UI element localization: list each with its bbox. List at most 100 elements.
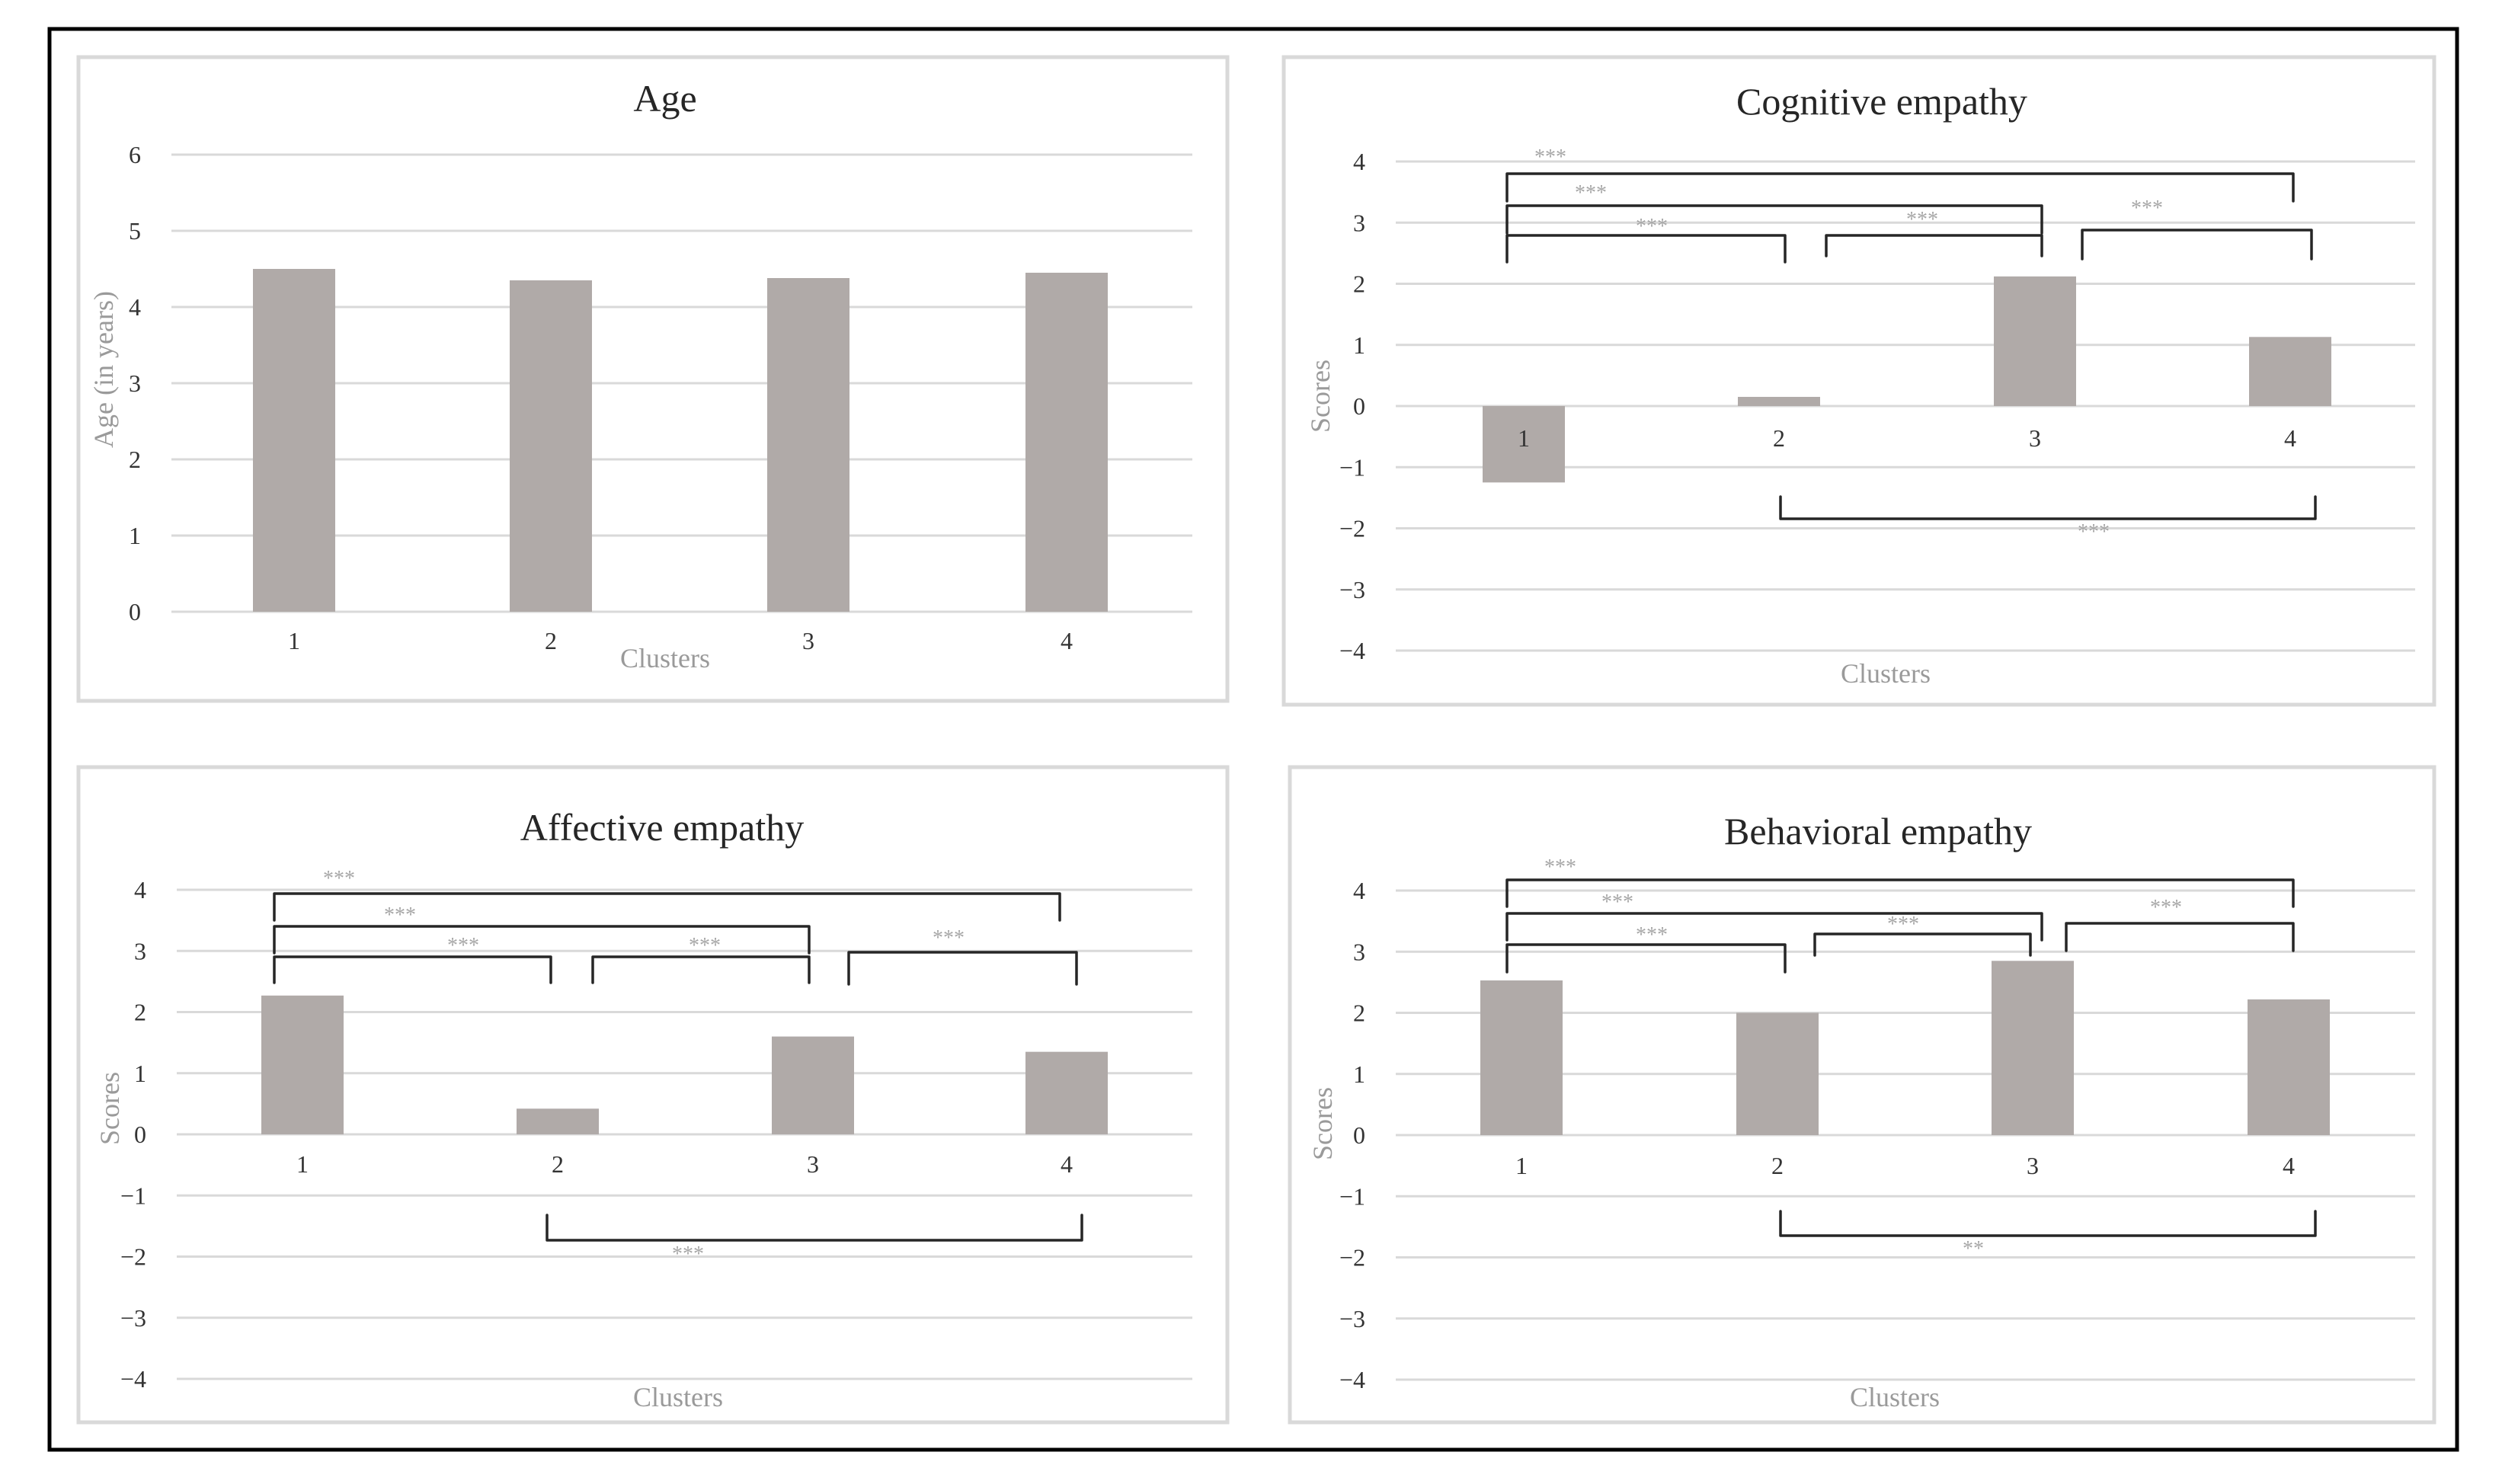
affective-empathy-chart-y-axis-title: Scores — [94, 1072, 125, 1145]
affective-empathy-y-tick-label: 2 — [134, 999, 146, 1026]
behavioral-empathy-significance-bracket — [1813, 932, 2032, 957]
cognitive-empathy-x-tick-label: 3 — [2029, 424, 2041, 452]
affective-empathy-significance-bracket — [273, 925, 811, 955]
cognitive-empathy-bar-cluster-3 — [1994, 276, 2076, 406]
behavioral-empathy-bar-cluster-3 — [1992, 961, 2074, 1135]
behavioral-empathy-chart-title: Behavioral empathy — [1724, 810, 2032, 852]
behavioral-empathy-y-tick-label: 1 — [1353, 1060, 1365, 1088]
cognitive-empathy-y-tick-label: 3 — [1353, 209, 1365, 236]
affective-empathy-x-tick-label: 4 — [1061, 1150, 1073, 1178]
age-y-tick-label: 1 — [129, 522, 141, 549]
cognitive-empathy-x-tick-label: 4 — [2284, 424, 2296, 452]
cognitive-empathy-y-tick-label: −4 — [1339, 637, 1365, 664]
affective-empathy-significance-label: *** — [672, 1243, 704, 1266]
age-x-tick-label: 1 — [288, 627, 300, 654]
affective-empathy-chart-panel: Affective empathy Clusters Scores 4 3 2 1 0 −… — [76, 765, 1230, 1425]
age-chart-x-ticks: 1 2 3 4 — [288, 627, 1073, 654]
cognitive-empathy-significance-label: *** — [2131, 197, 2163, 220]
behavioral-empathy-significance-bracket — [1505, 878, 2295, 908]
behavioral-empathy-bar-cluster-1 — [1480, 980, 1563, 1135]
behavioral-empathy-y-tick-label: −1 — [1339, 1182, 1365, 1210]
cognitive-empathy-x-tick-label: 2 — [1773, 424, 1785, 452]
cognitive-empathy-significance-label: *** — [1575, 181, 1607, 205]
cognitive-empathy-y-tick-label: −1 — [1339, 453, 1365, 481]
affective-empathy-significance-label: *** — [384, 904, 416, 927]
age-y-tick-label: 5 — [129, 217, 141, 245]
affective-empathy-significance-bracket — [847, 951, 1078, 986]
age-chart-panel: Age Clusters Age (in years) 0 1 2 3 4 5 6 1 2 3 4 — [76, 55, 1230, 703]
affective-empathy-chart-y-ticks: 4 3 2 1 0 −1 −2 −3 −4 — [120, 876, 146, 1393]
cognitive-empathy-chart-x-ticks: 1 2 3 4 — [1518, 424, 2296, 452]
behavioral-empathy-bar-cluster-4 — [2248, 999, 2330, 1135]
affective-empathy-chart-x-ticks: 1 2 3 4 — [296, 1150, 1073, 1178]
affective-empathy-x-tick-label: 2 — [552, 1150, 564, 1178]
behavioral-empathy-chart-y-axis-title: Scores — [1307, 1087, 1338, 1160]
cognitive-empathy-chart-x-axis-title: Clusters — [1841, 658, 1931, 689]
affective-empathy-chart-significance: *** *** *** *** *** *** — [273, 867, 1083, 1266]
affective-empathy-x-tick-label: 3 — [807, 1150, 819, 1178]
cognitive-empathy-chart-significance: *** *** *** *** *** *** — [1505, 146, 2317, 544]
affective-empathy-y-tick-label: −2 — [120, 1243, 146, 1271]
cognitive-empathy-significance-bracket — [1505, 234, 1787, 264]
behavioral-empathy-chart-bars — [1480, 961, 2330, 1135]
behavioral-empathy-y-tick-label: −2 — [1339, 1244, 1365, 1271]
affective-empathy-bar-cluster-3 — [772, 1036, 854, 1134]
age-x-tick-label: 4 — [1061, 627, 1073, 654]
age-bar-cluster-2 — [510, 280, 592, 612]
affective-empathy-y-tick-label: 1 — [134, 1060, 146, 1087]
behavioral-empathy-y-tick-label: 2 — [1353, 999, 1365, 1027]
affective-empathy-x-tick-label: 1 — [296, 1150, 309, 1178]
affective-empathy-bar-cluster-4 — [1025, 1051, 1108, 1134]
cognitive-empathy-significance-bracket — [2081, 229, 2313, 261]
cognitive-empathy-y-tick-label: 1 — [1353, 331, 1365, 359]
age-chart-gridlines — [171, 153, 1192, 613]
affective-empathy-bar-cluster-1 — [261, 995, 344, 1134]
cognitive-empathy-chart-frame — [1281, 55, 2436, 707]
affective-empathy-significance-label: *** — [447, 934, 479, 958]
cognitive-empathy-significance-bracket — [1779, 495, 2317, 520]
age-y-tick-label: 0 — [129, 598, 141, 625]
cognitive-empathy-x-tick-label: 1 — [1518, 424, 1530, 452]
cognitive-empathy-bar-cluster-4 — [2249, 337, 2331, 406]
cognitive-empathy-y-tick-label: 0 — [1353, 392, 1365, 420]
affective-empathy-significance-bracket — [273, 892, 1061, 922]
affective-empathy-y-tick-label: −3 — [120, 1304, 146, 1332]
behavioral-empathy-y-tick-label: −3 — [1339, 1305, 1365, 1332]
affective-empathy-chart-title: Affective empathy — [520, 806, 805, 849]
cognitive-empathy-significance-label: *** — [1906, 208, 1938, 232]
behavioral-empathy-significance-bracket — [1505, 943, 1787, 974]
behavioral-empathy-x-tick-label: 3 — [2027, 1152, 2039, 1179]
age-bar-cluster-3 — [767, 278, 849, 612]
cognitive-empathy-chart-y-ticks: 4 3 2 1 0 −1 −2 −3 −4 — [1339, 148, 1365, 664]
behavioral-empathy-x-tick-label: 1 — [1515, 1152, 1528, 1179]
cognitive-empathy-significance-label: *** — [1636, 215, 1668, 238]
age-chart-title: Age — [633, 77, 696, 120]
cognitive-empathy-y-tick-label: 4 — [1353, 148, 1365, 175]
behavioral-empathy-chart-y-ticks: 4 3 2 1 0 −1 −2 −3 −4 — [1339, 877, 1365, 1393]
cognitive-empathy-y-tick-label: 2 — [1353, 270, 1365, 298]
cognitive-empathy-significance-bracket — [1505, 172, 2295, 203]
age-chart-y-axis-title: Age (in years) — [88, 291, 119, 448]
behavioral-empathy-chart-significance: ********* ******** — [1505, 856, 2317, 1261]
affective-empathy-y-tick-label: −4 — [120, 1365, 146, 1393]
behavioral-empathy-significance-bracket — [1779, 1210, 2317, 1237]
age-chart-y-ticks: 0 1 2 3 4 5 6 — [129, 141, 141, 625]
behavioral-empathy-bar-cluster-2 — [1736, 1012, 1819, 1135]
affective-empathy-bar-cluster-2 — [517, 1108, 599, 1134]
affective-empathy-significance-label: *** — [689, 934, 721, 958]
cognitive-empathy-significance-bracket — [1825, 234, 2043, 257]
behavioral-empathy-chart-x-axis-title: Clusters — [1850, 1382, 1940, 1412]
behavioral-empathy-significance-bracket — [1505, 912, 2043, 942]
behavioral-empathy-significance-label: *** — [2150, 896, 2182, 920]
behavioral-empathy-significance-label: *** — [1636, 923, 1668, 947]
behavioral-empathy-significance-label: *** — [1544, 856, 1576, 879]
age-chart-bars — [253, 269, 1108, 612]
age-x-tick-label: 2 — [545, 627, 557, 654]
behavioral-empathy-chart-gridlines — [1396, 889, 2415, 1381]
cognitive-empathy-chart-title: Cognitive empathy — [1736, 80, 2027, 123]
age-bar-cluster-4 — [1025, 273, 1108, 612]
affective-empathy-significance-label: *** — [933, 926, 965, 950]
cognitive-empathy-chart-panel: Cognitive empathy Clusters Scores 4 3 2 1 0 −… — [1281, 55, 2436, 707]
behavioral-empathy-y-tick-label: 0 — [1353, 1121, 1365, 1149]
